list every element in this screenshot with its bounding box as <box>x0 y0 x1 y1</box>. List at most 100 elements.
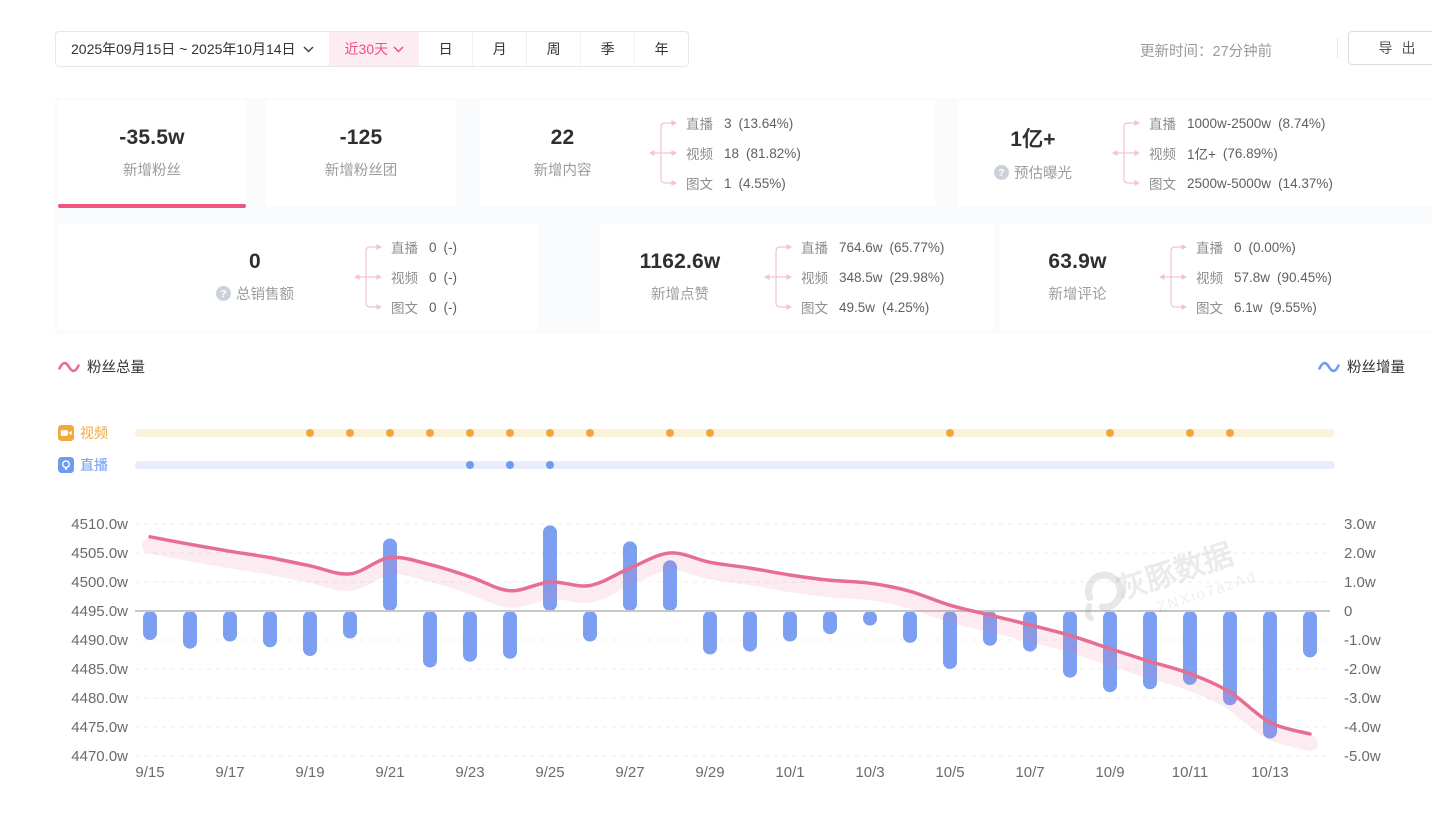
pink-wave-icon <box>58 361 80 372</box>
svg-text:2.0w: 2.0w <box>1344 545 1376 562</box>
legend-fans-total[interactable]: 粉丝总量 <box>58 356 145 377</box>
tab-week[interactable]: 周 <box>526 32 580 66</box>
breakdown-value: 3 <box>724 115 732 131</box>
svg-text:-4.0w: -4.0w <box>1344 719 1381 736</box>
video-dot[interactable] <box>706 429 714 437</box>
svg-text:9/21: 9/21 <box>375 764 404 781</box>
stat-card-new-likes[interactable]: 1162.6w 新增点赞 直播 764.6w (65.77%) 视频 348.5… <box>600 224 995 330</box>
breakdown-row: 图文 49.5w (4.25%) <box>801 295 944 319</box>
breakdown-name: 图文 <box>1196 301 1223 316</box>
timeline-track-live <box>135 461 1335 469</box>
video-dot[interactable] <box>506 429 514 437</box>
breakdown-name: 视频 <box>686 147 713 162</box>
video-dot[interactable] <box>946 429 954 437</box>
video-dot[interactable] <box>426 429 434 437</box>
breakdown-bracket <box>1159 244 1187 310</box>
video-dot[interactable] <box>586 429 594 437</box>
video-dot[interactable] <box>346 429 354 437</box>
timeline-row-video: 视频 <box>58 425 1432 441</box>
breakdown-pct: (-) <box>443 269 458 285</box>
breakdown-value: 1000w-2500w <box>1187 115 1272 131</box>
stat-value-block: 0 ? 总销售额 <box>160 250 350 304</box>
live-dot[interactable] <box>546 461 554 469</box>
breakdown-pct: (0.00%) <box>1248 239 1296 255</box>
stat-card-new-content[interactable]: 22 新增内容 直播 3 (13.64%) 视频 18 (81.82%) <box>480 100 935 206</box>
breakdown-pct: (-) <box>443 299 458 315</box>
video-dot[interactable] <box>306 429 314 437</box>
svg-text:4500.0w: 4500.0w <box>71 574 128 591</box>
breakdown-value: 49.5w <box>839 299 876 315</box>
increment-bars[interactable] <box>143 525 1317 739</box>
tab-day[interactable]: 日 <box>438 41 453 57</box>
svg-text:9/17: 9/17 <box>215 764 244 781</box>
breakdown-name: 图文 <box>1149 177 1176 192</box>
help-icon[interactable]: ? <box>994 165 1009 180</box>
stat-card-total-sales[interactable]: 0 ? 总销售额 直播 0 (-) 视频 0 (-) 图文 <box>58 224 538 330</box>
stat-breakdown: 直播 0 (0.00%) 视频 57.8w (90.45%) 图文 6.1w (… <box>1155 235 1332 319</box>
breakdown-name: 直播 <box>1196 241 1223 256</box>
svg-text:4490.0w: 4490.0w <box>71 632 128 649</box>
breakdown-pct: (4.25%) <box>882 299 930 315</box>
breakdown-value: 0 <box>429 269 437 285</box>
fans-trend-chart[interactable]: 4510.0w 4505.0w 4500.0w 4495.0w 4490.0w 4485.… <box>0 485 1432 820</box>
stat-card-new-fans[interactable]: -35.5w 新增粉丝 <box>58 100 246 208</box>
stat-value-block: 63.9w 新增评论 <box>1000 250 1155 304</box>
stat-card-est-exposure[interactable]: 1亿+ ? 预估曝光 直播 1000w-2500w (8.74%) 视频 1亿+ … <box>958 100 1432 206</box>
breakdown-value: 0 <box>429 239 437 255</box>
legend-fans-increment[interactable]: 粉丝增量 <box>1318 356 1405 377</box>
breakdown-row: 视频 18 (81.82%) <box>686 141 801 165</box>
stat-value-block: 1亿+ ? 预估曝光 <box>958 123 1108 183</box>
svg-text:-3.0w: -3.0w <box>1344 690 1381 707</box>
breakdown-list: 直播 1000w-2500w (8.74%) 视频 1亿+ (76.89%) 图… <box>1149 111 1333 195</box>
stat-breakdown: 直播 0 (-) 视频 0 (-) 图文 0 (-) <box>350 235 457 319</box>
video-dot[interactable] <box>1186 429 1194 437</box>
toolbar-divider <box>1337 38 1338 58</box>
stat-label: 新增粉丝 <box>123 163 181 179</box>
tab-year[interactable]: 年 <box>634 32 688 66</box>
svg-text:10/13: 10/13 <box>1251 764 1289 781</box>
live-icon <box>58 457 74 473</box>
breakdown-bracket <box>1112 120 1140 186</box>
total-line[interactable] <box>148 535 1312 736</box>
svg-text:10/5: 10/5 <box>935 764 964 781</box>
tab-month[interactable]: 月 <box>472 32 526 66</box>
video-dot[interactable] <box>466 429 474 437</box>
grid-lines <box>135 523 1330 757</box>
video-dot[interactable] <box>666 429 674 437</box>
tab-season[interactable]: 季 <box>580 32 634 66</box>
svg-text:-1.0w: -1.0w <box>1344 632 1381 649</box>
video-dot[interactable] <box>1226 429 1234 437</box>
breakdown-list: 直播 764.6w (65.77%) 视频 348.5w (29.98%) 图文… <box>801 235 944 319</box>
breakdown-name: 视频 <box>391 271 418 286</box>
breakdown-row: 直播 764.6w (65.77%) <box>801 235 944 259</box>
right-axis-labels: 3.0w 2.0w 1.0w 0 -1.0w -2.0w -3.0w -4.0w -5.0w <box>1344 516 1381 765</box>
chart-svg[interactable]: 4510.0w 4505.0w 4500.0w 4495.0w 4490.0w 4485.… <box>0 485 1432 820</box>
stat-breakdown: 直播 764.6w (65.77%) 视频 348.5w (29.98%) 图文… <box>760 235 944 319</box>
svg-text:4485.0w: 4485.0w <box>71 661 128 678</box>
breakdown-list: 直播 0 (-) 视频 0 (-) 图文 0 (-) <box>391 235 457 319</box>
stat-value: -35.5w <box>119 126 185 149</box>
svg-text:9/29: 9/29 <box>695 764 724 781</box>
video-dot[interactable] <box>1106 429 1114 437</box>
stat-card-new-fans-club[interactable]: -125 新增粉丝团 <box>266 100 456 206</box>
date-range-picker[interactable]: 2025年09月15日 ~ 2025年10月14日 <box>56 32 329 66</box>
chevron-down-icon <box>303 45 314 53</box>
help-icon[interactable]: ? <box>216 286 231 301</box>
live-dot[interactable] <box>506 461 514 469</box>
stat-value-block: 22 新增内容 <box>480 126 645 180</box>
live-dot[interactable] <box>466 461 474 469</box>
breakdown-pct: (4.55%) <box>738 175 786 191</box>
breakdown-value: 764.6w <box>839 239 883 255</box>
breakdown-value: 1亿+ <box>1187 147 1216 162</box>
export-button[interactable]: 导出 <box>1348 31 1432 65</box>
svg-text:10/11: 10/11 <box>1172 764 1208 781</box>
breakdown-value: 2500w-5000w <box>1187 175 1272 191</box>
breakdown-value: 0 <box>1234 239 1242 255</box>
update-time-text: 更新时间：27分钟前 <box>1140 44 1273 60</box>
quick-range-dropdown[interactable]: 近30天 <box>328 32 420 66</box>
stat-value: -125 <box>339 126 383 149</box>
stat-card-new-comments[interactable]: 63.9w 新增评论 直播 0 (0.00%) 视频 57.8w (90.45%… <box>1000 224 1432 330</box>
video-dot[interactable] <box>546 429 554 437</box>
svg-text:4480.0w: 4480.0w <box>71 690 128 707</box>
video-dot[interactable] <box>386 429 394 437</box>
